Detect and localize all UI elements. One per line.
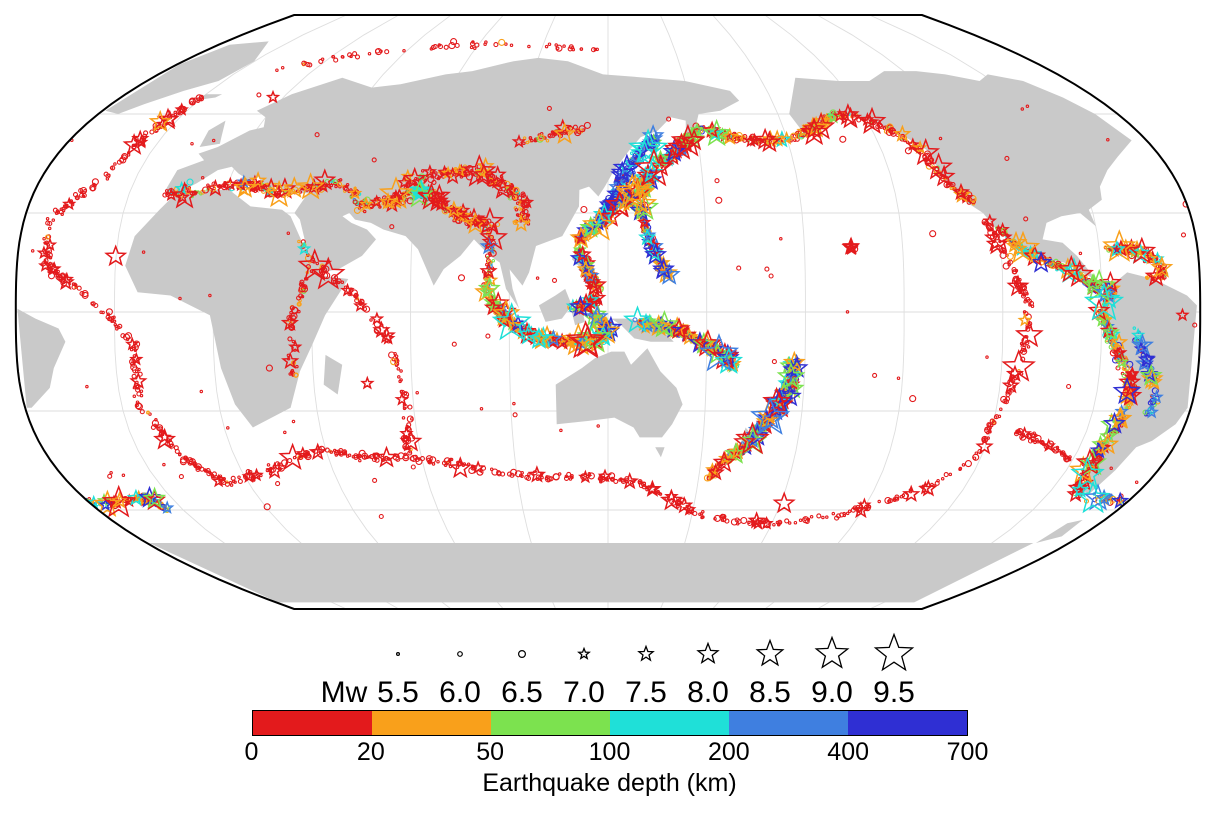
colorbar-tick-700: 700 bbox=[946, 738, 989, 766]
colorbar-segment-0-20 bbox=[252, 711, 372, 735]
land-madagascar bbox=[323, 354, 343, 395]
earthquake-symbols bbox=[30, 38, 1198, 530]
land-north-america bbox=[789, 71, 1132, 286]
legend-label-mw-9.5: 9.5 bbox=[873, 676, 915, 708]
map-layers bbox=[15, 15, 1201, 609]
colorbar-tick-0: 0 bbox=[244, 738, 259, 766]
colorbar-tick-50: 50 bbox=[476, 738, 505, 766]
land-antarctica bbox=[149, 543, 1034, 603]
legend-symbol-mw-5.5 bbox=[396, 651, 401, 656]
legend-symbol-mw-6.5 bbox=[517, 650, 526, 659]
depth-colorbar: 0 20 50 100 200 400 700 Earthquake depth… bbox=[245, 710, 989, 798]
land-greenland bbox=[105, 41, 269, 114]
legend-symbol-mw-8.0 bbox=[696, 641, 720, 665]
continents bbox=[17, 41, 1197, 603]
map-border bbox=[14, 14, 1202, 610]
legend-label-mw-6.0: 6.0 bbox=[439, 676, 481, 708]
colorbar-title: Earthquake depth (km) bbox=[482, 769, 737, 797]
colorbar-segment-20-50 bbox=[371, 711, 491, 735]
legend-symbol-mw-6.0 bbox=[457, 651, 463, 657]
land-ne-brazil bbox=[17, 308, 66, 408]
legend-symbol-mw-9.5 bbox=[873, 632, 915, 672]
legend-symbol-mw-8.5 bbox=[755, 638, 785, 667]
legend-label-mw-7.5: 7.5 bbox=[625, 676, 667, 708]
land-antarctic-peninsula bbox=[1035, 519, 1083, 543]
colorbar-segment-50-100 bbox=[490, 711, 610, 735]
colorbar-tick-20: 20 bbox=[356, 738, 385, 766]
world-map bbox=[14, 14, 1202, 610]
legend-symbol-mw-9.0 bbox=[814, 635, 850, 669]
colorbar-tick-100: 100 bbox=[588, 738, 631, 766]
colorbar-segment-200-400 bbox=[728, 711, 848, 735]
legend-symbol-mw-7.0 bbox=[577, 646, 591, 660]
colorbar-tick-200: 200 bbox=[707, 738, 750, 766]
legend-label-mw-8.0: 8.0 bbox=[687, 676, 729, 708]
magnitude-legend: Mw 5.5 6.0 6.5 7.0 7.5 8.0 8.5 9.0 9.5 bbox=[321, 632, 915, 708]
legend-label-mw-8.5: 8.5 bbox=[749, 676, 791, 708]
colorbar-segment-100-200 bbox=[609, 711, 729, 735]
land-africa bbox=[125, 189, 349, 428]
land-britain bbox=[199, 120, 226, 147]
colorbar-gradient bbox=[251, 710, 968, 736]
legend-label-mw-9.0: 9.0 bbox=[811, 676, 853, 708]
land-borneo bbox=[538, 288, 572, 322]
colorbar-segment-400-700 bbox=[847, 711, 967, 735]
legend-label-mw-7.0: 7.0 bbox=[563, 676, 605, 708]
colorbar-tick-400: 400 bbox=[827, 738, 870, 766]
land-eurasia bbox=[165, 57, 740, 309]
legend-mw-label: Mw bbox=[321, 676, 368, 708]
land-australia bbox=[555, 348, 683, 438]
legend-symbol-mw-7.5 bbox=[637, 644, 655, 662]
legend-label-mw-6.5: 6.5 bbox=[501, 676, 543, 708]
colorbar-tick-labels: 0 20 50 100 200 400 700 bbox=[245, 736, 989, 768]
legend-label-mw-5.5: 5.5 bbox=[377, 676, 419, 708]
land-tasmania bbox=[655, 447, 665, 458]
